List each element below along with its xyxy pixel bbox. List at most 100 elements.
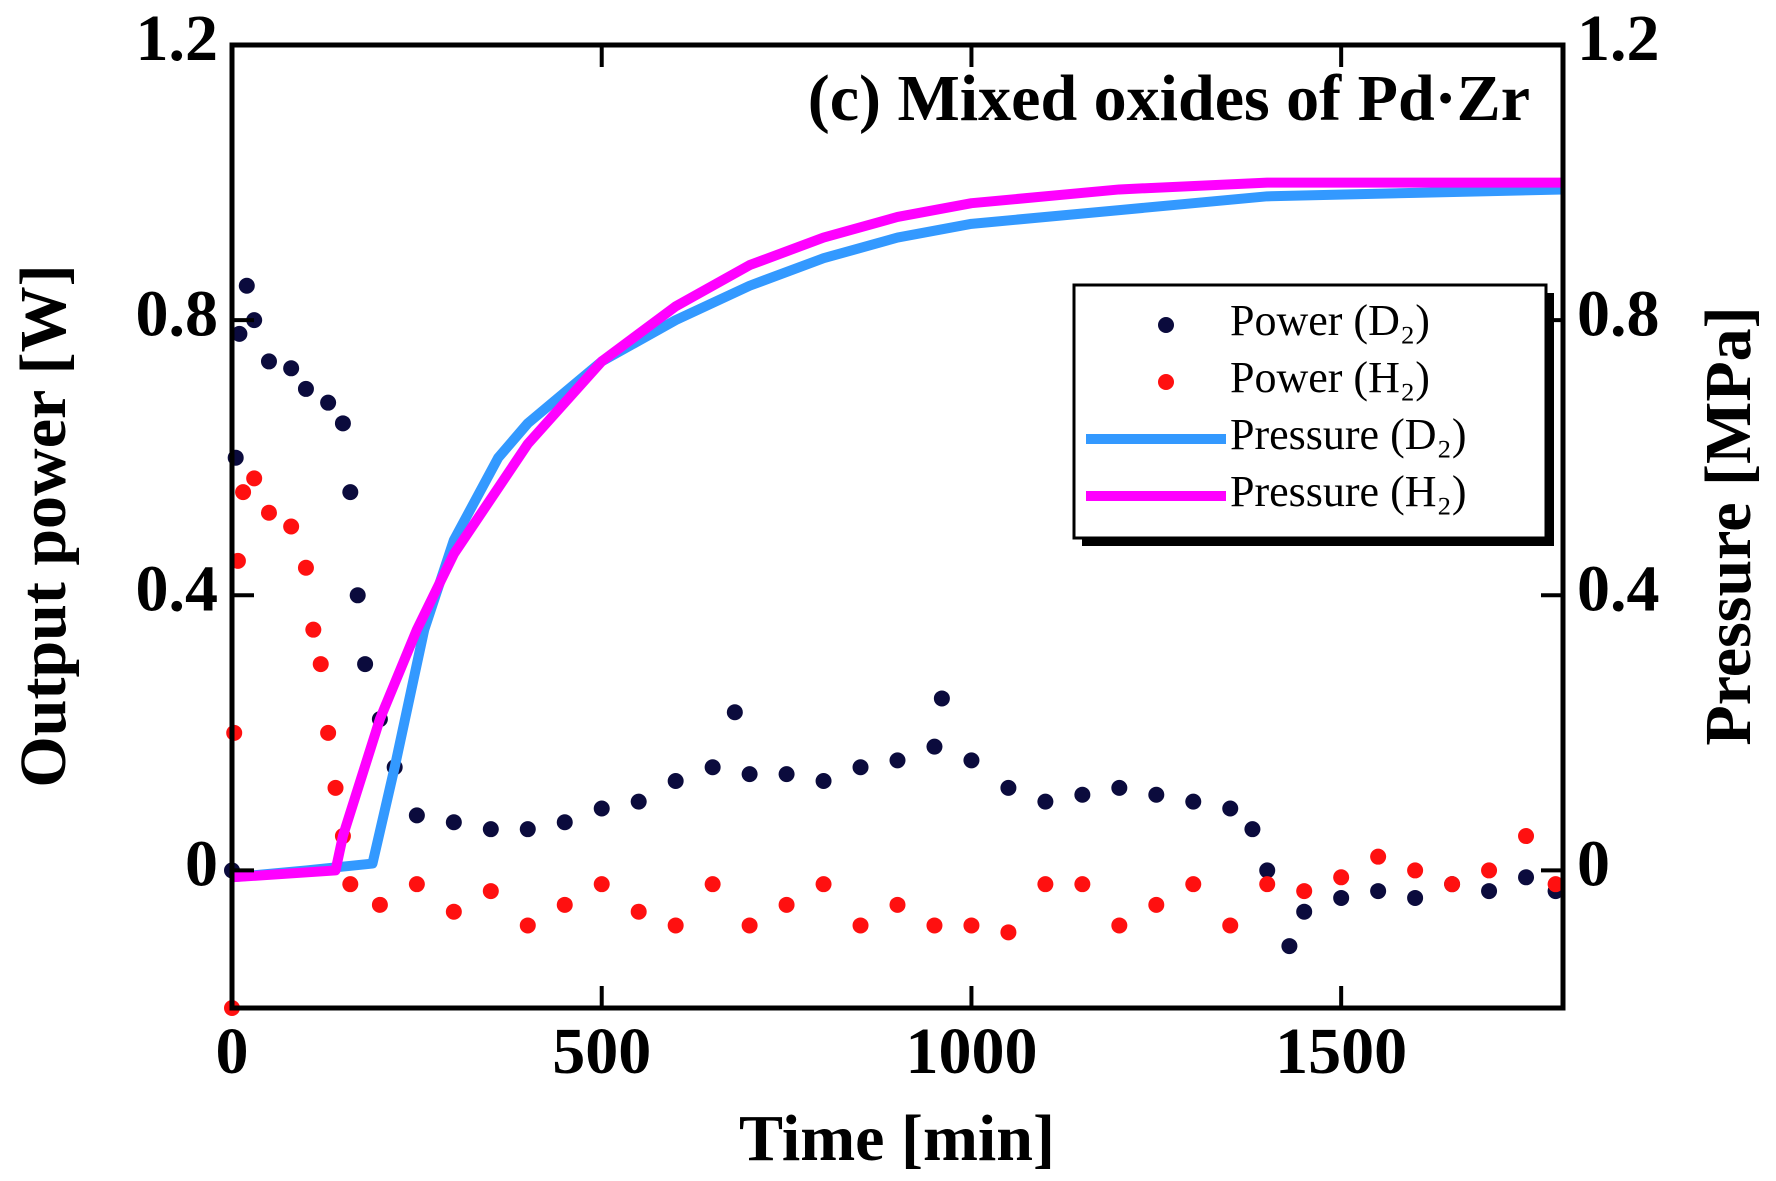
data-point — [852, 759, 869, 776]
data-point — [889, 896, 906, 913]
data-point — [1481, 883, 1498, 900]
chart-title: (c) Mixed oxides of Pd·Zr — [808, 62, 1530, 135]
data-point — [630, 793, 647, 810]
data-point — [519, 821, 536, 838]
data-point — [1111, 917, 1128, 934]
data-point — [349, 587, 366, 604]
data-point — [408, 807, 425, 824]
data-point — [1259, 862, 1276, 879]
data-point — [1518, 828, 1535, 845]
data-point — [926, 738, 943, 755]
y2-tick-label: 0 — [1577, 828, 1610, 901]
data-point — [327, 779, 344, 796]
data-point — [1037, 876, 1054, 893]
data-point — [1518, 869, 1535, 886]
data-point — [357, 656, 374, 673]
data-point — [1547, 876, 1564, 893]
data-point — [933, 690, 950, 707]
data-point — [741, 917, 758, 934]
data-point — [963, 752, 980, 769]
y-tick-label: 1.2 — [136, 2, 219, 75]
data-line — [231, 177, 1563, 883]
data-point — [1259, 876, 1276, 893]
data-point — [926, 917, 943, 934]
data-point — [1185, 793, 1202, 810]
data-point — [246, 312, 263, 329]
data-line — [231, 184, 1564, 883]
data-point — [371, 896, 388, 913]
data-point — [741, 766, 758, 783]
data-point — [963, 917, 980, 934]
y-tick-label: 0.4 — [136, 552, 219, 625]
y-tick-label: 0 — [185, 828, 218, 901]
data-point — [297, 559, 314, 576]
data-point — [445, 903, 462, 920]
data-point — [1000, 924, 1017, 941]
data-point — [1281, 938, 1298, 955]
data-point — [1148, 896, 1165, 913]
data-point — [445, 814, 462, 831]
data-point — [1481, 862, 1498, 879]
data-point — [1333, 889, 1350, 906]
x-tick-label: 1500 — [1275, 1015, 1407, 1088]
y-axis-label: Output power [W] — [7, 264, 80, 787]
data-point — [1074, 786, 1091, 803]
data-point — [1333, 869, 1350, 886]
data-point — [260, 504, 277, 521]
data-point — [593, 800, 610, 817]
data-point — [334, 415, 351, 432]
data-point — [1370, 848, 1387, 865]
data-point — [519, 917, 536, 934]
data-point — [320, 394, 337, 411]
data-point — [1148, 786, 1165, 803]
data-point — [283, 518, 300, 535]
data-point — [1407, 889, 1424, 906]
y2-tick-label: 1.2 — [1577, 2, 1660, 75]
data-point — [1407, 862, 1424, 879]
data-point — [231, 325, 248, 342]
data-point — [704, 759, 721, 776]
data-point — [238, 277, 255, 294]
data-point — [815, 773, 832, 790]
data-point — [1111, 779, 1128, 796]
data-point — [1370, 883, 1387, 900]
legend-marker — [1158, 317, 1174, 333]
data-point — [408, 876, 425, 893]
data-point — [815, 876, 832, 893]
data-point — [482, 821, 499, 838]
data-point — [778, 766, 795, 783]
data-point — [1037, 793, 1054, 810]
data-point — [630, 903, 647, 920]
data-point — [1296, 903, 1313, 920]
plot-frame — [229, 42, 1566, 1011]
legend-label: Power (D₂) — [1230, 296, 1430, 345]
legend-marker — [1158, 374, 1174, 390]
data-point — [482, 883, 499, 900]
x-tick-label: 1000 — [905, 1015, 1037, 1088]
legend-label: Pressure (H₂) — [1230, 467, 1467, 516]
data-point — [342, 484, 359, 501]
data-point — [1222, 917, 1239, 934]
legend-label: Pressure (D₂) — [1230, 410, 1467, 459]
data-point — [556, 896, 573, 913]
plot-area — [224, 177, 1564, 1016]
data-point — [593, 876, 610, 893]
data-point — [320, 724, 337, 741]
data-point — [667, 773, 684, 790]
y2-tick-label: 0.8 — [1577, 277, 1660, 350]
y-tick-label: 0.8 — [136, 277, 219, 350]
data-point — [1244, 821, 1261, 838]
x-tick-label: 500 — [552, 1015, 651, 1088]
data-point — [305, 621, 322, 638]
y2-axis-label: Pressure [MPa] — [1692, 306, 1765, 745]
data-point — [667, 917, 684, 934]
data-point — [246, 470, 263, 487]
x-tick-label: 0 — [216, 1015, 249, 1088]
data-point — [1296, 883, 1313, 900]
data-point — [1000, 779, 1017, 796]
y2-tick-label: 0.4 — [1577, 552, 1660, 625]
data-point — [704, 876, 721, 893]
data-point — [778, 896, 795, 913]
